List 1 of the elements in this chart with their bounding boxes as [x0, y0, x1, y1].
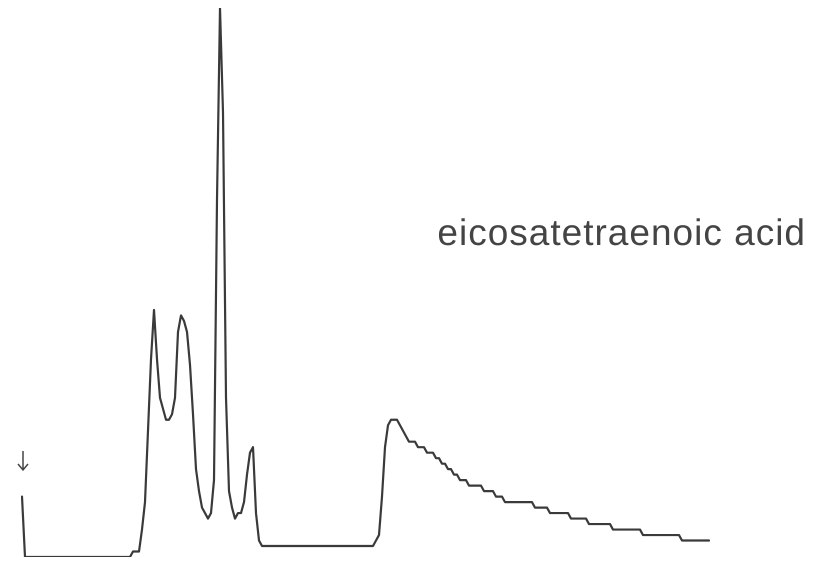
annotation: eicosatetraenoic acid — [437, 212, 806, 254]
